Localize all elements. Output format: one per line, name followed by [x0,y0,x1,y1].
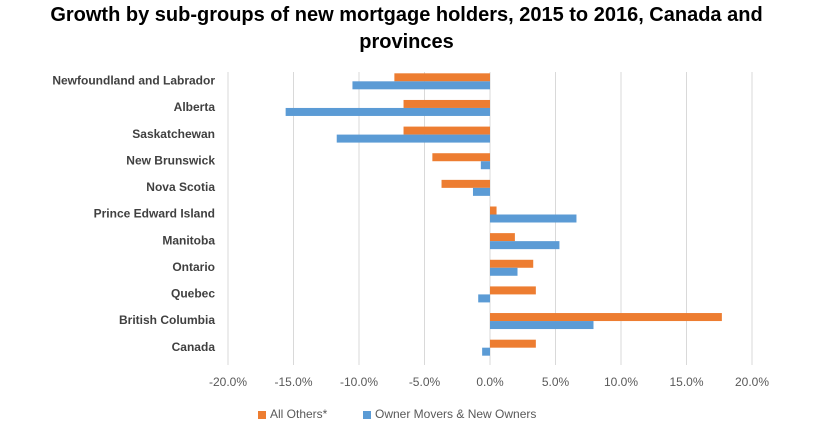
bar [490,286,536,295]
bar [490,321,594,330]
x-tick-label: 5.0% [542,375,570,389]
y-tick-label: Newfoundland and Labrador [52,73,215,87]
legend-swatch [363,411,371,419]
x-tick-label: 10.0% [604,375,638,389]
bar [490,214,577,223]
bar [490,241,560,250]
bar [482,347,490,356]
y-tick-label: Quebec [171,287,215,301]
bar [403,99,490,108]
bar [472,187,490,196]
bar [403,126,490,135]
bar [490,233,515,242]
y-tick-label: Nova Scotia [146,180,215,194]
bar [394,73,490,82]
bar [490,206,497,215]
bar [478,294,490,303]
x-tick-label: 20.0% [735,375,769,389]
bar [285,107,490,116]
x-tick-label: 15.0% [669,375,703,389]
bar [490,259,534,268]
x-tick-label: -10.0% [340,375,378,389]
y-tick-label: British Columbia [119,313,215,327]
legend-swatch [258,411,266,419]
x-tick-label: -20.0% [209,375,247,389]
chart-title: Growth by sub-groups of new mortgage hol… [50,4,763,53]
bar [490,267,518,276]
bar [490,339,536,348]
y-tick-label: Saskatchewan [132,127,215,141]
legend-label: All Others* [270,407,328,421]
x-tick-label: 0.0% [476,375,504,389]
y-tick-label: Manitoba [162,233,215,247]
bar [432,153,490,162]
y-tick-label: Ontario [172,260,215,274]
bar [441,179,490,188]
bar [352,81,490,90]
y-tick-label: New Brunswick [126,153,215,167]
legend-label: Owner Movers & New Owners [375,407,536,421]
bar [480,161,490,170]
y-tick-label: Alberta [174,100,216,114]
y-tick-label: Canada [172,340,216,354]
bar [336,134,490,143]
x-tick-label: -15.0% [274,375,312,389]
x-tick-label: -5.0% [409,375,441,389]
bar [490,313,722,322]
y-tick-label: Prince Edward Island [94,207,215,221]
